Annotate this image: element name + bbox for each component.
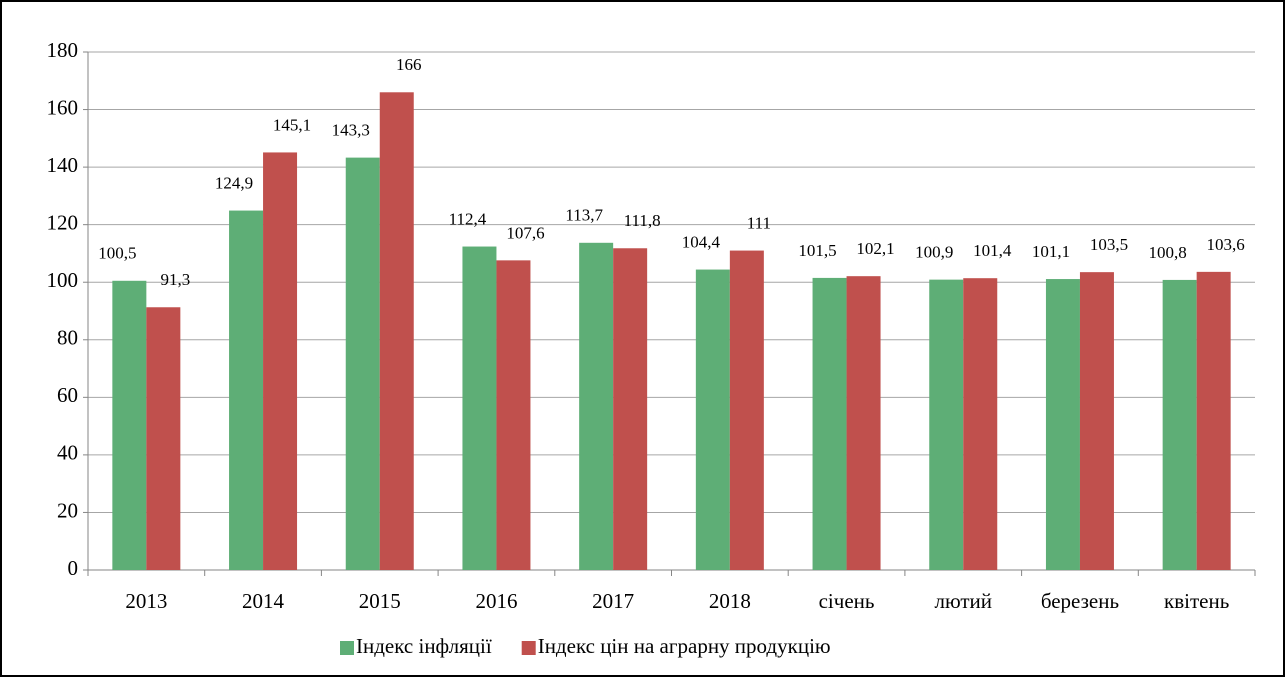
data-label: 101,4 — [973, 241, 1012, 260]
bar — [846, 276, 881, 570]
data-label: 101,1 — [1032, 242, 1070, 261]
x-tick-label: січень — [819, 589, 875, 613]
bar — [1196, 271, 1231, 570]
bar — [729, 250, 764, 571]
y-tick-label: 140 — [47, 153, 79, 177]
y-tick-label: 100 — [47, 268, 79, 292]
data-label: 91,3 — [160, 270, 190, 289]
bar — [379, 92, 414, 571]
bar — [929, 279, 964, 570]
data-label: 143,3 — [332, 121, 370, 140]
x-tick-label: 2014 — [242, 589, 285, 613]
y-tick-label: 80 — [57, 326, 78, 350]
legend-swatch — [521, 641, 536, 655]
x-tick-label: 2013 — [125, 589, 167, 613]
data-label: 103,5 — [1090, 235, 1128, 254]
data-label: 111 — [747, 213, 771, 232]
bar — [1162, 279, 1197, 570]
x-tick-label: квітень — [1164, 589, 1229, 613]
data-label: 111,8 — [624, 211, 661, 230]
x-tick-label: 2018 — [709, 589, 751, 613]
y-tick-label: 20 — [57, 498, 78, 522]
x-tick-label: 2015 — [359, 589, 401, 613]
y-tick-label: 60 — [57, 383, 78, 407]
x-tick-label: лютий — [934, 589, 992, 613]
bar — [112, 280, 147, 570]
bar — [579, 242, 614, 570]
legend-label: Індекс інфляції — [356, 634, 492, 658]
y-tick-label: 0 — [68, 556, 79, 580]
y-tick-label: 160 — [47, 95, 79, 119]
bar — [462, 246, 497, 570]
legend-swatch — [340, 641, 354, 655]
bar — [229, 210, 264, 570]
bar — [695, 269, 730, 570]
bar — [1045, 279, 1080, 570]
x-tick-label: березень — [1041, 589, 1119, 613]
data-label: 100,5 — [98, 244, 136, 263]
data-label: 145,1 — [273, 115, 311, 134]
bar — [613, 248, 648, 570]
data-label: 103,6 — [1207, 235, 1245, 254]
data-label: 113,7 — [565, 206, 603, 225]
bar — [1079, 272, 1114, 570]
data-label: 104,4 — [682, 232, 721, 251]
bar — [496, 260, 531, 570]
y-tick-label: 180 — [47, 38, 79, 62]
y-tick-label: 40 — [57, 441, 78, 465]
x-tick-label: 2017 — [592, 589, 634, 613]
data-label: 107,6 — [506, 223, 544, 242]
data-label: 100,8 — [1149, 243, 1187, 262]
data-label: 166 — [396, 55, 422, 74]
x-tick-label: 2016 — [475, 589, 517, 613]
data-label: 112,4 — [449, 209, 487, 228]
data-label: 101,5 — [798, 241, 836, 260]
y-tick-label: 120 — [47, 210, 79, 234]
data-label: 102,1 — [856, 239, 894, 258]
bar — [963, 278, 998, 570]
bar — [345, 157, 380, 570]
bar — [812, 277, 847, 570]
bar — [146, 307, 181, 570]
bar — [263, 152, 298, 570]
data-label: 100,9 — [915, 243, 953, 262]
data-label: 124,9 — [215, 173, 253, 192]
legend-label: Індекс цін на аграрну продукцію — [538, 634, 831, 658]
